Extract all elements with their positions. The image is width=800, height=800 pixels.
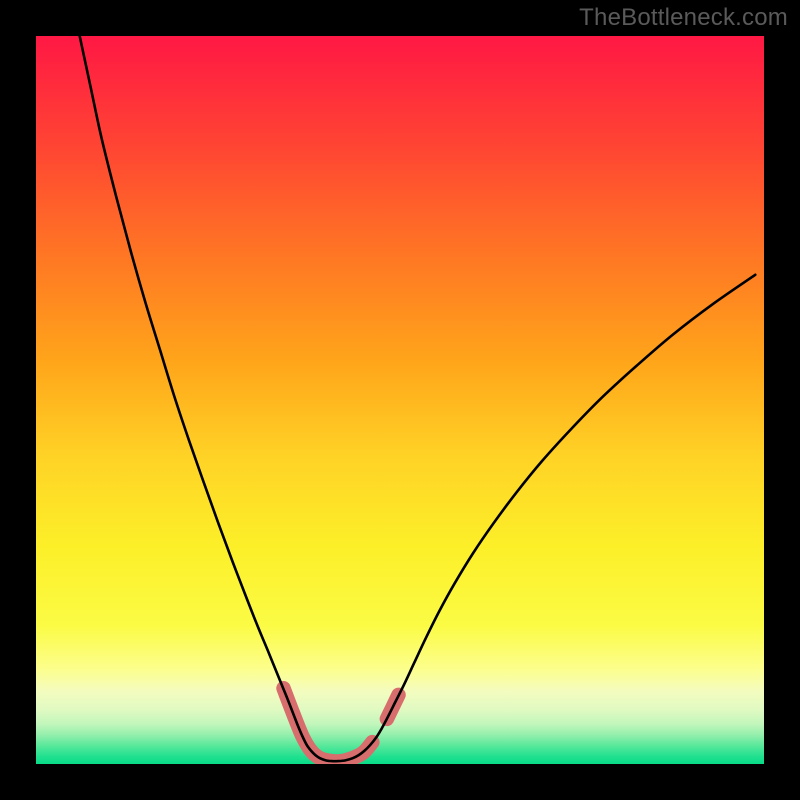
plot-svg: [36, 36, 764, 764]
plot-area: [36, 36, 764, 764]
watermark-text: TheBottleneck.com: [579, 4, 788, 32]
chart-frame: TheBottleneck.com: [0, 0, 800, 800]
gradient-background: [36, 36, 764, 764]
